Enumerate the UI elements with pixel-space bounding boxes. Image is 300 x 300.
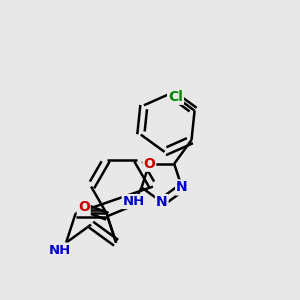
Text: O: O [78,200,90,214]
Text: NH: NH [123,195,145,208]
Text: N: N [176,181,188,194]
Text: Cl: Cl [168,90,183,104]
Text: O: O [143,157,155,171]
Text: NH: NH [49,244,71,256]
Text: N: N [156,195,168,209]
